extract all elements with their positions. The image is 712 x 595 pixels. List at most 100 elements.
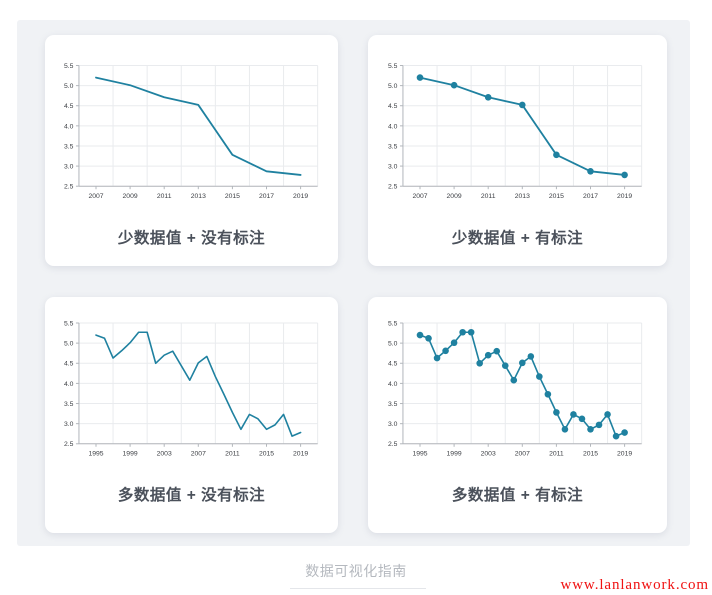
x-axis-label: 2019	[293, 451, 308, 458]
data-point-marker	[595, 421, 603, 429]
y-axis-label: 4.5	[388, 103, 398, 110]
y-axis-label: 5.0	[64, 83, 74, 90]
x-axis-label: 2011	[549, 451, 564, 458]
y-axis-label: 3.5	[64, 143, 74, 150]
data-point-marker	[425, 335, 432, 342]
data-point-marker	[570, 411, 577, 418]
x-axis-label: 2013	[515, 193, 530, 200]
x-axis-label: 2011	[225, 451, 240, 458]
data-point-marker	[553, 409, 560, 416]
data-line	[95, 76, 302, 176]
data-point-marker	[442, 347, 449, 355]
data-point-marker	[450, 81, 458, 89]
x-axis-label: 2007	[191, 451, 206, 458]
x-axis-label: 1995	[88, 451, 103, 458]
y-axis-label: 4.0	[388, 123, 398, 130]
chart-card-many-with-markers: 2.5 3.0 3.5 4.0 4.5 5.0 5.5 1995 1999 2003 2007 201…	[368, 297, 667, 533]
x-axis-label: 2007	[515, 451, 530, 458]
data-point-marker	[467, 328, 475, 336]
line-chart-few-no-markers: 2.5 3.0 3.5 4.0 4.5 5.0 5.5 2007 2009 2011 2013 201…	[64, 63, 319, 200]
y-axis-label: 3.0	[64, 163, 74, 170]
data-point-marker	[587, 168, 594, 175]
chart-card-few-with-markers: 2.5 3.0 3.5 4.0 4.5 5.0 5.5 2007 2009 2011 2013 201…	[368, 35, 667, 266]
x-axis-label: 2011	[157, 193, 172, 200]
data-point-marker	[484, 351, 492, 359]
line-chart-many-no-markers: 2.5 3.0 3.5 4.0 4.5 5.0 5.5 1995 1999 2003 2007 201…	[64, 320, 319, 458]
data-point-marker	[578, 415, 586, 423]
y-axis-label: 2.5	[64, 441, 74, 448]
y-axis-label: 5.0	[388, 83, 398, 90]
x-axis-label: 1995	[412, 451, 427, 458]
y-axis-label: 4.0	[64, 123, 74, 130]
x-axis-label: 2011	[481, 193, 496, 200]
chart-title: 多数据值 + 没有标注	[117, 487, 266, 504]
y-axis-label: 5.0	[64, 341, 74, 348]
y-axis-label: 3.5	[388, 401, 398, 408]
x-axis-label: 2013	[191, 193, 206, 200]
data-point-marker	[450, 339, 458, 347]
data-point-marker	[476, 359, 483, 367]
y-axis-label: 3.0	[388, 163, 398, 170]
canvas-panel: 2.5 3.0 3.5 4.0 4.5 5.0 5.5 2007 2009 2011 2013 201…	[17, 20, 690, 546]
data-point-marker	[459, 328, 466, 336]
y-axis-label: 5.5	[388, 320, 398, 327]
y-axis-label: 4.0	[388, 381, 398, 388]
data-point-marker	[416, 331, 424, 339]
x-axis-label: 2007	[412, 193, 427, 200]
x-axis-label: 2003	[481, 451, 496, 458]
data-point-marker	[536, 373, 543, 380]
data-point-marker	[416, 74, 424, 81]
y-axis-label: 3.5	[64, 401, 74, 408]
data-point-marker	[519, 359, 526, 367]
x-axis-label: 2009	[447, 193, 462, 200]
x-axis-label: 2019	[617, 193, 632, 200]
data-point-marker	[553, 151, 560, 159]
y-axis-label: 4.5	[388, 361, 398, 368]
y-axis-label: 5.0	[388, 341, 398, 348]
y-axis-label: 4.5	[64, 103, 74, 110]
chart-card-many-no-markers: 2.5 3.0 3.5 4.0 4.5 5.0 5.5 1995 1999 2003 2007 201…	[45, 297, 338, 533]
x-axis-label: 2017	[259, 193, 274, 200]
line-chart-few-with-markers: 2.5 3.0 3.5 4.0 4.5 5.0 5.5 2007 2009 2011 2013 201…	[388, 63, 643, 200]
data-point-marker	[544, 390, 552, 398]
y-axis-label: 5.5	[388, 63, 398, 70]
x-axis-label: 2015	[549, 193, 564, 200]
data-point-marker	[612, 432, 620, 440]
chart-title: 少数据值 + 没有标注	[117, 230, 266, 247]
data-point-marker	[561, 426, 569, 433]
data-point-marker	[501, 362, 509, 369]
watermark-text: www.lanlanwork.com	[560, 577, 709, 593]
x-axis-label: 2019	[293, 193, 308, 200]
y-axis-label: 4.5	[64, 361, 74, 368]
y-axis-label: 2.5	[64, 184, 74, 191]
y-axis-label: 2.5	[388, 184, 398, 191]
y-axis-label: 4.0	[64, 381, 74, 388]
data-point-marker	[587, 426, 594, 433]
x-axis-label: 2015	[225, 193, 240, 200]
y-axis-label: 3.5	[388, 143, 398, 150]
y-axis-label: 2.5	[388, 441, 398, 448]
line-chart-many-with-markers: 2.5 3.0 3.5 4.0 4.5 5.0 5.5 1995 1999 2003 2007 201…	[388, 320, 643, 458]
x-axis-label: 2019	[617, 451, 632, 458]
x-axis-label: 1999	[447, 451, 462, 458]
y-axis-label: 5.5	[64, 63, 74, 70]
x-axis-label: 2015	[583, 451, 598, 458]
data-point-marker	[519, 101, 526, 109]
footer-divider	[290, 588, 426, 589]
y-axis-label: 3.0	[388, 421, 398, 428]
x-axis-label: 2007	[88, 193, 103, 200]
x-axis-label: 2015	[259, 451, 274, 458]
chart-card-few-no-markers: 2.5 3.0 3.5 4.0 4.5 5.0 5.5 2007 2009 2011 2013 201…	[45, 35, 338, 266]
data-line	[419, 331, 626, 437]
x-axis-label: 2017	[583, 193, 598, 200]
x-axis-label: 2003	[157, 451, 172, 458]
data-point-marker	[621, 429, 628, 436]
data-point-marker	[493, 347, 501, 355]
data-point-marker	[604, 411, 611, 418]
chart-title: 多数据值 + 有标注	[451, 487, 584, 504]
y-axis-label: 3.0	[64, 421, 74, 428]
data-line	[95, 331, 302, 437]
data-point-marker	[621, 171, 628, 179]
footer-caption: 数据可视化指南	[305, 563, 407, 579]
